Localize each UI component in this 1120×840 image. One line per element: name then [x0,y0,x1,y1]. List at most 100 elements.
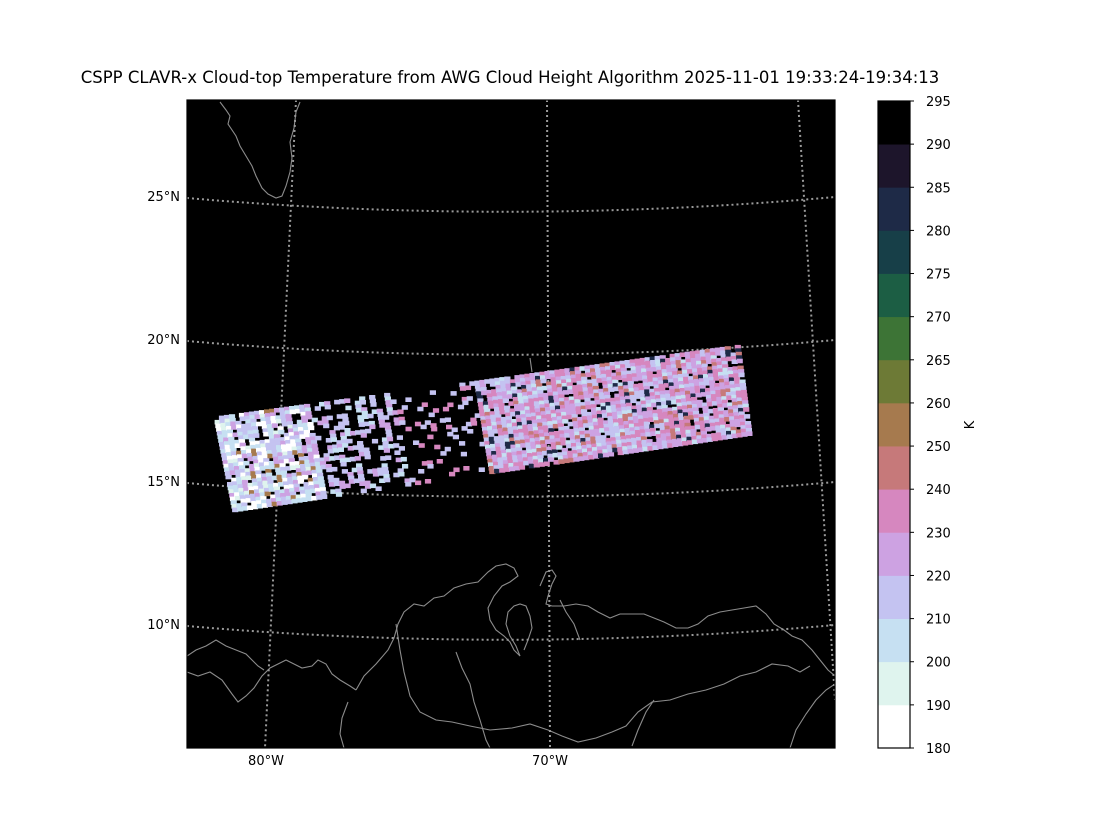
swath-pixel [518,461,525,467]
swath-pixel [525,409,532,415]
swath-pixel [325,464,332,469]
swath-pixel [670,432,677,437]
swath-pixel [649,427,656,433]
swath-pixel [501,420,508,425]
swath-pixel [485,448,492,453]
swath-pixel [594,428,601,434]
swath-pixel [276,448,283,454]
swath-pixel [657,409,664,414]
swath-pixel [528,402,536,407]
swath-pixel [215,423,222,429]
swath-pixel [241,453,248,459]
swath-pixel [571,446,578,452]
swath-pixel [360,488,367,494]
swath-pixel [636,408,643,413]
swath-pixel [232,485,239,490]
swath-pixel [431,426,438,432]
swath-pixel [564,368,571,373]
swath-pixel [372,472,380,477]
swath-pixel [613,418,620,424]
swath-pixel [517,396,524,401]
swath-pixel [223,414,231,420]
swath-pixel [622,378,629,383]
swath-pixel [702,406,709,411]
swath-pixel [547,392,554,397]
swath-pixel [621,442,628,448]
swath-pixel [312,451,320,456]
swath-pixel [283,455,290,460]
swath-pixel [536,415,543,421]
swath-pixel [583,423,590,428]
swath-pixel [705,355,712,361]
map-panel[interactable] [186,99,836,749]
swath-pixel [614,393,621,399]
swath-pixel [624,424,631,430]
swath-pixel [645,360,652,366]
swath-pixel [609,397,616,403]
swath-pixel [611,444,618,449]
swath-pixel [291,472,298,478]
swath-pixel [739,418,746,423]
swath-pixel [520,410,527,416]
colorbar-bin [878,446,910,490]
swath-pixel [715,351,722,356]
swath-pixel [691,436,698,441]
swath-pixel [586,379,593,385]
swath-pixel [305,411,312,416]
swath-pixel [500,416,507,422]
swath-pixel [658,419,665,424]
swath-pixel [669,421,676,427]
swath-pixel [695,389,702,394]
swath-pixel [285,440,292,445]
swath-pixel [665,358,672,363]
swath-pixel [631,437,638,443]
swath-pixel [633,383,640,389]
swath-pixel [596,442,603,448]
swath-pixel [625,435,632,440]
swath-pixel [675,356,682,362]
swath-pixel [522,424,529,430]
swath-pixel [528,398,535,404]
swath-pixel [260,443,267,449]
swath-pixel [630,366,637,371]
swath-pixel [573,424,580,430]
swath-pixel [498,431,505,437]
swath-pixel [528,463,535,469]
swath-pixel [602,381,609,386]
swath-pixel [585,404,592,410]
swath-pixel [684,422,691,428]
swath-pixel [730,352,737,358]
swath-pixel [699,381,706,387]
swath-pixel [293,431,300,436]
swath-pixel [711,397,718,403]
swath-pixel [590,436,597,442]
swath-pixel [491,392,498,398]
swath-pixel [533,397,540,403]
swath-pixel [304,433,311,439]
swath-pixel [672,410,679,415]
swath-pixel [584,430,591,435]
swath-pixel [541,418,548,423]
swath-pixel [512,426,519,431]
swath-pixel [511,419,518,424]
swath-pixel [635,362,642,367]
swath-pixel [511,390,518,395]
swath-pixel [357,441,364,446]
swath-pixel [488,436,495,442]
swath-pixel [663,379,670,385]
swath-pixel [277,426,284,431]
swath-pixel [379,478,386,483]
swath-pixel [656,405,663,411]
swath-pixel [621,374,628,380]
swath-pixel [537,426,545,431]
swath-pixel [358,418,365,424]
swath-pixel [546,385,553,390]
swath-pixel [494,381,502,386]
swath-pixel [336,440,343,445]
swath-pixel [740,421,747,427]
swath-pixel [268,461,275,466]
swath-pixel [519,436,526,441]
swath-pixel [588,422,595,428]
swath-pixel [482,430,489,435]
swath-pixel [246,505,254,510]
